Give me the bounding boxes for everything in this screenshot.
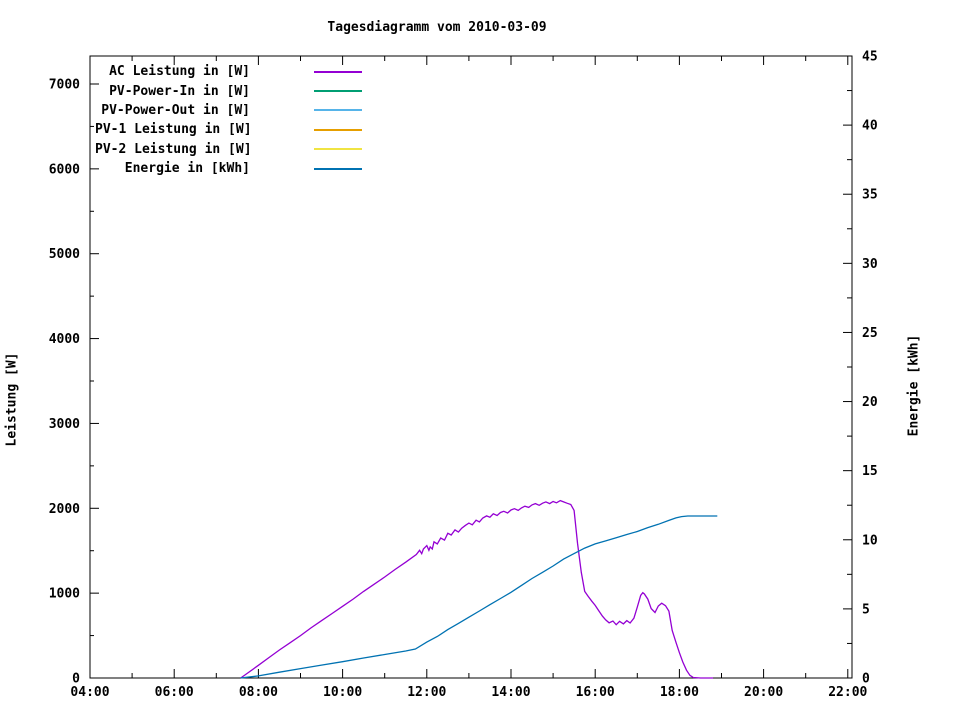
svg-text:4000: 4000 [49, 332, 80, 347]
svg-text:25: 25 [862, 326, 878, 341]
chart-title: Tagesdiagramm vom 2010-03-09 [327, 20, 547, 35]
series-line [240, 515, 718, 679]
svg-text:10: 10 [862, 533, 878, 548]
svg-text:06:00: 06:00 [155, 685, 194, 700]
svg-text:12:00: 12:00 [407, 685, 446, 700]
series-lines [240, 499, 718, 679]
svg-text:04:00: 04:00 [70, 685, 109, 700]
legend-label: PV-Power-Out in [W] [101, 102, 250, 118]
legend-line-sample [314, 167, 362, 170]
svg-text:5: 5 [862, 602, 870, 617]
legend-label: AC Leistung in [W] [109, 64, 250, 80]
y-axis-label-right: Energie [kWh] [906, 334, 922, 437]
svg-text:22:00: 22:00 [828, 685, 867, 700]
legend-item-pv-power-in: PV-Power-In in [W] [95, 81, 362, 100]
legend-label: PV-1 Leistung in [W] [95, 122, 252, 138]
svg-text:08:00: 08:00 [239, 685, 278, 700]
svg-text:5000: 5000 [49, 247, 80, 262]
svg-text:10:00: 10:00 [323, 685, 362, 700]
svg-text:30: 30 [862, 257, 878, 272]
series-line [240, 499, 714, 679]
svg-text:15: 15 [862, 464, 878, 479]
legend-line-sample [314, 109, 362, 112]
legend-item-pv2-leistung: PV-2 Leistung in [W] [95, 140, 362, 159]
svg-text:3000: 3000 [49, 417, 80, 432]
legend-line-sample [314, 90, 362, 93]
legend-line-sample [314, 128, 362, 131]
legend-item-pv1-leistung: PV-1 Leistung in [W] [95, 120, 362, 139]
svg-text:35: 35 [862, 188, 878, 203]
svg-text:20: 20 [862, 395, 878, 410]
svg-text:6000: 6000 [49, 162, 80, 177]
svg-text:14:00: 14:00 [491, 685, 530, 700]
legend-line-sample [314, 70, 362, 73]
legend-item-energie: Energie in [kWh] [95, 159, 362, 178]
svg-text:40: 40 [862, 119, 878, 134]
legend-label: Energie in [kWh] [124, 161, 250, 177]
svg-text:45: 45 [862, 50, 878, 65]
legend-item-ac-leistung: AC Leistung in [W] [95, 62, 362, 81]
svg-text:1000: 1000 [49, 587, 80, 602]
svg-text:16:00: 16:00 [576, 685, 615, 700]
y-axis-label-left: Leistung [W] [4, 352, 20, 447]
svg-text:20:00: 20:00 [744, 685, 783, 700]
svg-text:18:00: 18:00 [660, 685, 699, 700]
legend-label: PV-2 Leistung in [W] [95, 141, 252, 157]
svg-text:0: 0 [72, 672, 80, 687]
legend-line-sample [314, 148, 362, 151]
legend-item-pv-power-out: PV-Power-Out in [W] [95, 101, 362, 120]
axis-tick-labels: 04:00 06:00 08:00 10:00 12:00 14:00 16:00 18:00… [49, 50, 878, 701]
svg-text:0: 0 [862, 672, 870, 687]
legend-label: PV-Power-In in [W] [109, 83, 250, 99]
svg-text:7000: 7000 [49, 78, 80, 93]
svg-text:2000: 2000 [49, 502, 80, 517]
legend: AC Leistung in [W] PV-Power-In in [W] PV… [95, 62, 362, 178]
